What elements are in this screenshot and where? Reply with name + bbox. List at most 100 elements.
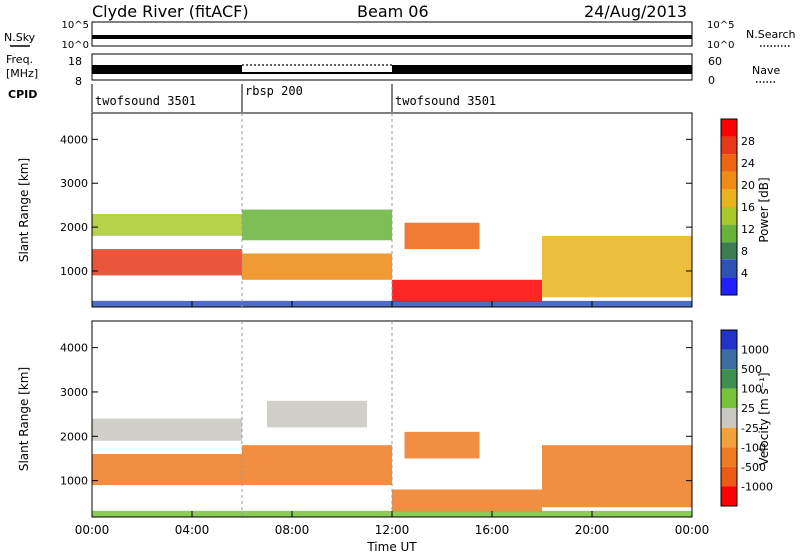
power-cbar-swatch-8 [721,154,737,172]
freq-tick-bottom: 8 [75,75,82,88]
power-heatmap [92,209,692,307]
velocity-colorbar-label: Velocity [m s⁻¹] [757,372,771,465]
cpid-segment-2: rbsp 200 [245,84,303,98]
power-ylabel: Slant Range [km] [17,158,31,262]
velocity-cbar-tick-8: -1000 [741,480,773,493]
power-band-3 [242,253,392,280]
power-cbar-swatch-2 [721,259,737,278]
freq-label-units: [MHz] [6,67,38,80]
xtick-label-1: 00:00 [75,523,110,537]
velocity-cbar-tick-7: -500 [741,461,766,474]
power-cbar-swatch-6 [721,189,737,207]
freq-trace-c [392,65,692,74]
nsky-panel: N.Sky 10^5 10^0 10^5 10^0 N.Search [4,20,796,51]
velocity-cbar-swatch-4 [721,388,737,409]
power-band-4 [242,209,392,241]
station-title: Clyde River (fitACF) [92,2,249,21]
power-ytick-label-1: 1000 [60,265,88,278]
power-ytick-label-4: 4000 [60,133,88,146]
velocity-cbar-swatch-1 [721,330,737,350]
power-cbar-swatch-4 [721,224,737,243]
power-band-6 [404,222,480,250]
cpid-panel: CPID twofsound 3501 rbsp 200 twofsound 3… [8,84,496,112]
velocity-colorbar: 1000 500 100 25 -25 -100 -500 -1000 [720,329,773,507]
power-cbar-tick-7: 28 [741,135,755,148]
power-cbar-tick-4: 16 [741,201,755,214]
velocity-cbar-tick-2: 500 [741,363,762,376]
power-cbar-swatch-10 [721,119,737,137]
velocity-band-7 [542,445,692,508]
time-axis-label: Time UT [366,540,417,554]
date-title: 24/Aug/2013 [584,2,687,21]
power-cbar-tick-2: 8 [741,245,748,258]
power-cbar-tick-3: 12 [741,223,755,236]
beam-title: Beam 06 [357,2,429,21]
xtick-label-7: 00:00 [675,523,710,537]
velocity-cbar-swatch-7 [721,447,737,467]
power-ytick-label-3: 3000 [60,177,88,190]
xtick-label-5: 16:00 [475,523,510,537]
xtick-label-4: 12:00 [375,523,410,537]
freq-tick-top: 18 [68,55,82,68]
velocity-cbar-tick-4: 25 [741,402,755,415]
velocity-cbar-swatch-2 [721,349,737,370]
cpid-label: CPID [8,88,37,101]
power-cbar-swatch-5 [721,207,737,225]
xtick-label-3: 08:00 [275,523,310,537]
velocity-ytick-label-1: 1000 [60,475,88,488]
power-colorbar-label: Power [dB] [757,177,771,242]
nsky-tick-bottom: 10^0 [62,40,89,51]
power-cbar-swatch-3 [721,242,737,260]
velocity-ytick-label-4: 4000 [60,342,88,355]
nsearch-tick-bottom: 10^0 [707,40,734,51]
cpid-segment-3: twofsound 3501 [395,94,496,108]
velocity-band-2 [92,418,242,441]
velocity-band-1 [92,454,242,486]
power-ytick-label-2: 2000 [60,221,88,234]
velocity-band-5 [392,489,542,512]
freq-panel: Freq. [MHz] 18 8 60 0 Nave [6,53,780,88]
cpid-segment-1: twofsound 3501 [95,94,196,108]
nsky-trace [92,35,692,39]
velocity-band-6 [404,431,480,459]
velocity-panel: 1000 2000 3000 4000 Slant Range [km] [17,320,693,518]
nave-label: Nave [752,64,780,77]
velocity-ytick-label-2: 2000 [60,430,88,443]
freq-label-top: Freq. [6,53,33,66]
velocity-cbar-tick-6: -100 [741,441,766,454]
nave-tick-bottom: 0 [708,74,715,87]
velocity-cbar-swatch-6 [721,427,737,448]
freq-trace-b [242,72,392,74]
nsky-tick-top: 10^5 [62,20,89,31]
velocity-ylabel: Slant Range [km] [17,367,31,471]
velocity-cbar-tick-1: 1000 [741,344,769,357]
power-cbar-tick-6: 24 [741,157,755,170]
power-cbar-tick-5: 20 [741,179,755,192]
power-band-2 [92,213,242,236]
velocity-cbar-tick-3: 100 [741,383,762,396]
xtick-label-2: 04:00 [175,523,210,537]
velocity-cbar-swatch-9 [721,486,737,506]
power-band-5 [392,279,542,302]
velocity-cbar-swatch-5 [721,408,737,428]
velocity-ytick-label-3: 3000 [60,386,88,399]
power-panel: 1000 2000 3000 4000 Slant Range [km] [17,112,693,308]
velocity-cbar-swatch-3 [721,369,737,389]
power-cbar-swatch-1 [721,277,737,295]
nsearch-label: N.Search [746,28,796,41]
freq-trace-a [92,65,242,74]
xtick-label-6: 20:00 [575,523,610,537]
power-cbar-tick-1: 4 [741,267,748,280]
nsky-label: N.Sky [4,31,36,44]
nsearch-tick-top: 10^5 [707,20,734,31]
time-axis: 00:00 04:00 08:00 12:00 16:00 20:00 00:00 [75,301,710,537]
power-cbar-swatch-7 [721,171,737,190]
power-band-7 [542,235,692,298]
power-colorbar: 4 8 12 16 20 24 28 [720,118,755,296]
nave-tick-top: 60 [708,55,722,68]
velocity-band-4 [267,400,367,428]
velocity-band-3 [242,445,392,486]
power-band-1 [92,249,242,276]
velocity-cbar-swatch-8 [721,466,737,487]
